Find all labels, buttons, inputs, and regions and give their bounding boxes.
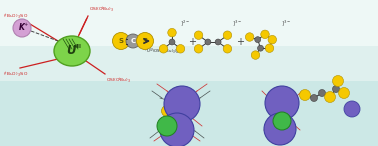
- Circle shape: [160, 113, 194, 146]
- Text: S: S: [143, 38, 147, 44]
- Circle shape: [265, 44, 274, 52]
- Circle shape: [257, 45, 263, 51]
- Circle shape: [223, 31, 232, 39]
- Text: III: III: [75, 44, 81, 48]
- Circle shape: [261, 30, 269, 39]
- Circle shape: [333, 75, 344, 86]
- Circle shape: [344, 101, 360, 117]
- Circle shape: [319, 89, 325, 97]
- Circle shape: [324, 92, 336, 102]
- Circle shape: [255, 37, 261, 43]
- Circle shape: [136, 33, 153, 49]
- Bar: [0, 0, 378, 81]
- Circle shape: [178, 118, 186, 125]
- Circle shape: [194, 45, 203, 53]
- Circle shape: [126, 34, 140, 48]
- Circle shape: [161, 106, 172, 117]
- Text: C: C: [130, 38, 136, 44]
- Bar: [0, 0, 378, 46]
- Circle shape: [310, 94, 318, 101]
- Circle shape: [159, 45, 168, 53]
- Circle shape: [176, 45, 185, 53]
- Text: K: K: [19, 22, 25, 32]
- Circle shape: [157, 116, 177, 136]
- Text: U: U: [66, 44, 76, 57]
- Circle shape: [215, 39, 221, 45]
- Text: +: +: [236, 37, 244, 47]
- Text: OSI(O$^t$Bu)$_3$: OSI(O$^t$Bu)$_3$: [106, 77, 131, 86]
- Text: ($^t$BuO)$_3$SiO: ($^t$BuO)$_3$SiO: [3, 13, 28, 22]
- Circle shape: [264, 113, 296, 145]
- Circle shape: [339, 87, 350, 99]
- Circle shape: [13, 19, 31, 37]
- Text: ($^t$BuO)$_3$SiO: ($^t$BuO)$_3$SiO: [3, 71, 28, 80]
- Circle shape: [174, 114, 181, 121]
- Text: +: +: [188, 37, 196, 47]
- Circle shape: [268, 35, 277, 44]
- Circle shape: [245, 33, 254, 41]
- Text: ]$^{3-}$: ]$^{3-}$: [232, 18, 242, 28]
- Circle shape: [194, 31, 203, 39]
- Text: · U$^{IV}$(OSi(O$^t$Bu)$_3$)$_4$: · U$^{IV}$(OSi(O$^t$Bu)$_3$)$_4$: [144, 46, 180, 56]
- Circle shape: [251, 51, 260, 59]
- Circle shape: [169, 39, 175, 45]
- Circle shape: [164, 122, 175, 133]
- Circle shape: [299, 89, 310, 100]
- Circle shape: [113, 33, 130, 49]
- Text: OSI(O$^t$Bu)$_3$: OSI(O$^t$Bu)$_3$: [89, 6, 114, 15]
- Text: +: +: [24, 21, 28, 27]
- Text: S: S: [118, 38, 124, 44]
- Circle shape: [223, 45, 232, 53]
- Circle shape: [265, 86, 299, 120]
- Ellipse shape: [54, 36, 90, 66]
- Circle shape: [186, 102, 197, 113]
- Circle shape: [333, 86, 339, 93]
- Circle shape: [273, 112, 291, 130]
- Text: ]$^{3-}$: ]$^{3-}$: [281, 18, 291, 28]
- Text: ]$^{2-}$: ]$^{2-}$: [180, 18, 190, 28]
- Circle shape: [164, 86, 200, 122]
- Circle shape: [181, 126, 192, 137]
- Circle shape: [205, 39, 211, 45]
- Circle shape: [168, 28, 176, 37]
